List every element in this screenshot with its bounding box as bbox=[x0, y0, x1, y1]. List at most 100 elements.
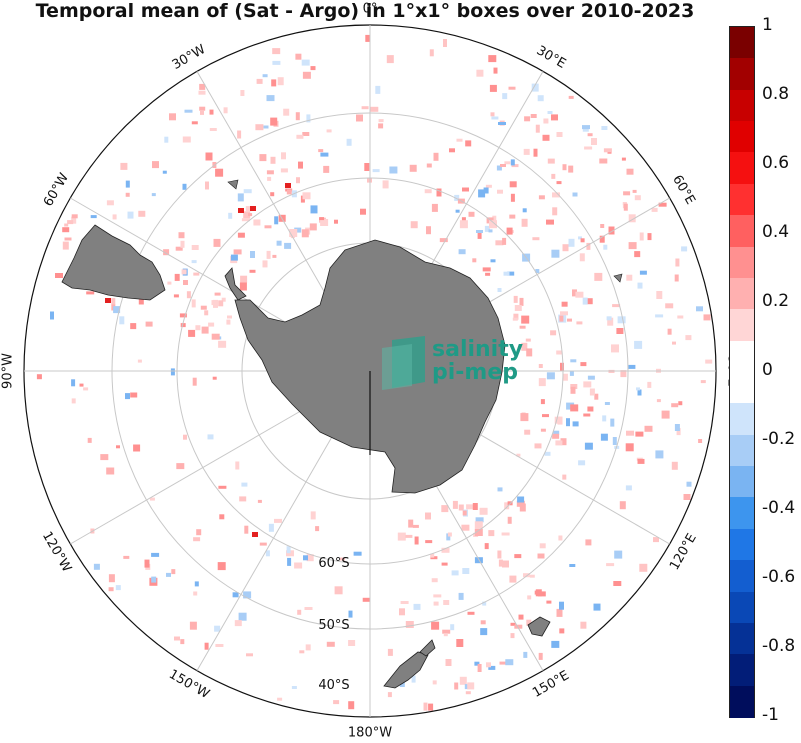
anomaly-cell bbox=[302, 132, 310, 136]
anomaly-cell bbox=[79, 383, 84, 387]
anomaly-cell bbox=[456, 138, 463, 142]
anomaly-cell bbox=[634, 340, 643, 349]
new-zealand-south bbox=[383, 651, 429, 689]
anomaly-cell bbox=[484, 543, 489, 550]
colorbar-segment bbox=[730, 685, 754, 718]
anomaly-cell bbox=[409, 164, 417, 172]
anomaly-cell bbox=[424, 189, 432, 194]
anomaly-cell bbox=[678, 401, 683, 406]
anomaly-cell bbox=[294, 227, 302, 233]
anomaly-cell bbox=[559, 601, 564, 610]
anomaly-cell bbox=[423, 702, 428, 711]
anomaly-cell bbox=[199, 106, 206, 111]
anomaly-cell bbox=[218, 340, 227, 348]
anomaly-cell bbox=[112, 214, 117, 220]
anomaly-cell bbox=[501, 532, 510, 536]
anomaly-cell bbox=[459, 676, 467, 685]
anomaly-cell bbox=[443, 600, 450, 605]
anomaly-cell bbox=[486, 662, 491, 668]
anomaly-cell bbox=[467, 611, 475, 615]
anomaly-cell bbox=[632, 189, 637, 193]
anomaly-cell bbox=[458, 504, 464, 511]
anomaly-cell bbox=[178, 232, 185, 239]
anomaly-cell bbox=[601, 126, 608, 130]
anomaly-cell bbox=[176, 463, 185, 470]
anomaly-cell bbox=[182, 183, 187, 190]
anomaly-cell bbox=[556, 181, 562, 185]
anomaly-cell bbox=[661, 410, 670, 419]
anomaly-cell bbox=[705, 359, 713, 364]
anomaly-cell bbox=[461, 524, 470, 531]
anomaly-cell bbox=[87, 437, 92, 443]
anomaly-cell bbox=[540, 399, 545, 405]
anomaly-cell bbox=[152, 161, 159, 169]
colorbar-tick-label: 0.2 bbox=[762, 291, 790, 311]
anomaly-cell bbox=[519, 325, 526, 329]
anomaly-cell bbox=[560, 362, 564, 371]
anomaly-cell bbox=[310, 205, 318, 214]
anomaly-cell bbox=[304, 607, 313, 610]
anomaly-cell bbox=[493, 67, 498, 74]
anomaly-cell bbox=[600, 433, 608, 441]
anomaly-cell bbox=[514, 305, 522, 311]
anomaly-cell bbox=[526, 619, 532, 626]
anomaly-cell bbox=[271, 79, 277, 87]
anomaly-cell bbox=[560, 311, 568, 316]
anomaly-cell bbox=[551, 114, 558, 121]
anomaly-cell bbox=[425, 512, 431, 520]
anomaly-cell bbox=[526, 348, 533, 357]
anomaly-cell bbox=[593, 603, 601, 611]
anomaly-cell bbox=[454, 194, 460, 201]
anomaly-cell bbox=[551, 640, 560, 648]
anomaly-cell bbox=[514, 624, 523, 629]
anomaly-cell bbox=[700, 380, 706, 384]
anomaly-cell bbox=[361, 106, 369, 110]
tasmania bbox=[527, 616, 551, 637]
anomaly-cell bbox=[672, 341, 676, 345]
anomaly-cell bbox=[510, 622, 516, 626]
anomaly-cell bbox=[270, 156, 276, 164]
anomaly-cell bbox=[169, 113, 176, 121]
anomaly-cell bbox=[436, 188, 442, 197]
anomaly-cell bbox=[386, 55, 394, 64]
anomaly-cell bbox=[120, 162, 128, 170]
anomaly-cell bbox=[628, 364, 636, 369]
anomaly-cell bbox=[67, 220, 74, 225]
anomaly-cell bbox=[237, 130, 242, 139]
colorbar-segment bbox=[730, 183, 754, 216]
anomaly-cell bbox=[410, 221, 418, 229]
anomaly-cell bbox=[572, 421, 579, 427]
anomaly-cell bbox=[518, 614, 524, 620]
anomaly-cell bbox=[686, 481, 692, 487]
anomaly-cell bbox=[474, 661, 480, 666]
anomaly-cell bbox=[348, 701, 355, 710]
anomaly-cell bbox=[301, 59, 310, 66]
anomaly-cell bbox=[123, 555, 130, 559]
anomaly-cell bbox=[198, 90, 206, 95]
anomaly-cell bbox=[291, 686, 297, 689]
anomaly-cell bbox=[431, 578, 438, 583]
anomaly-cell bbox=[382, 180, 389, 189]
anomaly-cell bbox=[671, 461, 678, 470]
anomaly-cell bbox=[239, 496, 247, 502]
anomaly-cell bbox=[201, 326, 209, 334]
anomaly-cell bbox=[464, 684, 469, 690]
anomaly-cell bbox=[485, 184, 492, 188]
anomaly-cell bbox=[280, 168, 288, 173]
anomaly-cell bbox=[538, 378, 546, 387]
longitude-label: 90°W bbox=[1, 353, 16, 389]
colorbar-tick-label: -0.2 bbox=[762, 429, 796, 449]
anomaly-cell bbox=[497, 189, 503, 194]
anomaly-cell bbox=[283, 108, 290, 116]
anomaly-cell bbox=[572, 289, 577, 297]
anomaly-cell bbox=[360, 208, 366, 215]
meridian-line bbox=[196, 426, 339, 671]
anomaly-cell bbox=[497, 487, 503, 492]
anomaly-cell bbox=[432, 680, 437, 685]
anomaly-cell bbox=[584, 146, 593, 150]
anomaly-cell bbox=[295, 112, 300, 121]
anomaly-cell bbox=[378, 123, 384, 129]
anomaly-cell bbox=[671, 403, 679, 408]
anomaly-cell bbox=[62, 227, 70, 233]
colorbar-tick-label: -0.6 bbox=[762, 567, 796, 587]
